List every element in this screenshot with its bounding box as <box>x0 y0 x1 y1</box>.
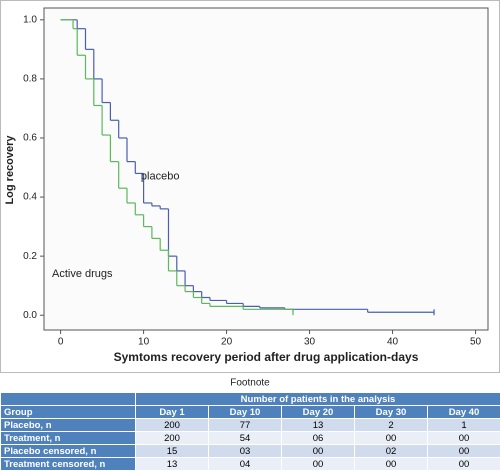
table-cell: 200 <box>136 419 209 432</box>
table-cell: 00 <box>428 445 500 458</box>
x-tick-label: 50 <box>470 337 482 348</box>
table-cell: 200 <box>136 432 209 445</box>
x-axis-title: Symtoms recovery period after drug appli… <box>114 350 419 364</box>
table-cell: Treatment, n <box>1 432 136 445</box>
table-cell: Placebo censored, n <box>1 445 136 458</box>
table-cell: 00 <box>282 445 355 458</box>
y-tick-label: 1.0 <box>23 14 37 25</box>
table-cell: 77 <box>209 419 282 432</box>
y-tick-label: 0.8 <box>23 74 37 85</box>
table-cell: Number of patients in the analysis <box>136 393 500 406</box>
table-cell <box>1 393 136 406</box>
table-cell: Day 1 <box>136 406 209 419</box>
plot-area <box>44 8 488 330</box>
annotation: Active drugs <box>52 268 113 280</box>
x-tick-label: 40 <box>387 337 399 348</box>
y-tick-label: 0.4 <box>23 192 37 203</box>
table-cell: Day 30 <box>355 406 428 419</box>
table-cell: 03 <box>209 445 282 458</box>
table-cell: 02 <box>355 445 428 458</box>
table-cell: Day 10 <box>209 406 282 419</box>
x-tick-label: 30 <box>304 337 316 348</box>
table-cell: Placebo, n <box>1 419 136 432</box>
table-cell: Group <box>1 406 136 419</box>
y-tick-label: 0.0 <box>23 310 37 321</box>
table-cell: 13 <box>282 419 355 432</box>
y-axis-title: Log recovery <box>4 135 16 205</box>
table-cell: 00 <box>355 432 428 445</box>
annotation: placebo <box>141 170 180 182</box>
footnote: Footnote <box>230 378 270 389</box>
table-cell: 06 <box>282 432 355 445</box>
table-cell: Day 20 <box>282 406 355 419</box>
y-tick-label: 0.2 <box>23 251 37 262</box>
table-cell: 2 <box>355 419 428 432</box>
table-cell: 00 <box>428 432 500 445</box>
table-cell: 1 <box>428 419 500 432</box>
chart: Log recovery Symtoms recovery period aft… <box>0 0 500 390</box>
table-cell: Day 40 <box>428 406 500 419</box>
table-cell: 15 <box>136 445 209 458</box>
x-tick-label: 20 <box>221 337 233 348</box>
x-tick-label: 0 <box>58 337 64 348</box>
y-tick-label: 0.6 <box>23 133 37 144</box>
x-tick-label: 10 <box>138 337 150 348</box>
table-row: Number of patients in the analysis <box>1 393 500 406</box>
table-cell: 54 <box>209 432 282 445</box>
